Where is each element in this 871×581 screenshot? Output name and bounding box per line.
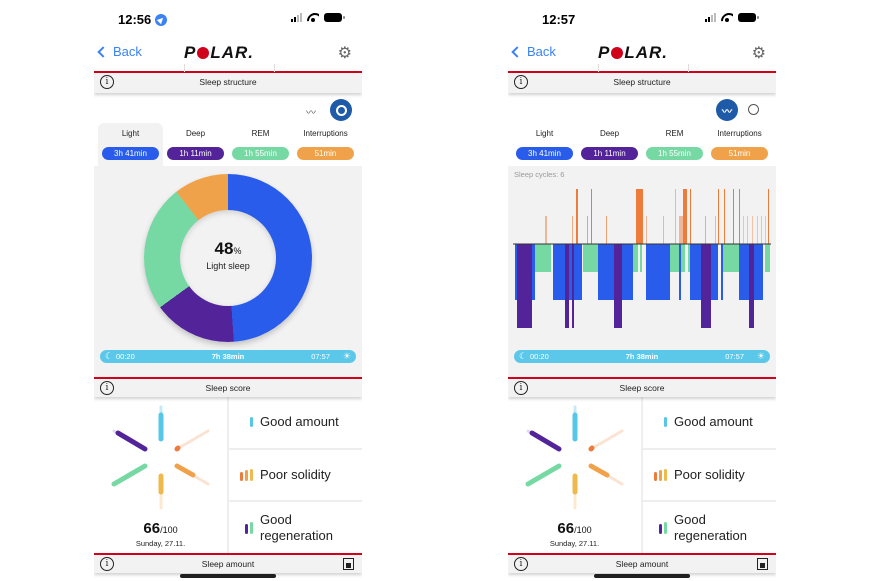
back-button[interactable]: Back [97, 44, 142, 59]
score-item-amount[interactable]: Good amount [229, 397, 362, 450]
regeneration-bars-icon [651, 521, 667, 534]
home-indicator[interactable] [594, 574, 690, 578]
donut-label: Light sleep [206, 261, 250, 271]
info-icon[interactable]: i [100, 381, 114, 395]
sleep-date: Sunday, 27.11. [135, 539, 186, 548]
stage-tab-interruptions[interactable]: Interruptions 51min [293, 123, 358, 166]
moon-icon: ☾ [519, 351, 528, 361]
sleep-score-value: 66/100 [143, 520, 178, 537]
share-icon[interactable] [757, 558, 768, 570]
donut-view-toggle[interactable] [330, 99, 352, 121]
battery-icon [738, 13, 759, 22]
sleep-score-burst-icon [111, 405, 210, 510]
phone-screen-donut: 12:56 Back P LAR. ⚙ i Sleep structure 〰 L… [94, 0, 362, 581]
trend-view-toggle[interactable]: 〰 [716, 99, 738, 121]
stage-tab-rem[interactable]: REM 1h 55min [642, 123, 707, 166]
wifi-icon [307, 13, 319, 22]
polar-logo: P LAR. [598, 43, 669, 62]
gear-icon[interactable]: ⚙ [337, 45, 352, 62]
amount-bars-icon [651, 417, 667, 428]
nav-bar: Back P LAR. ⚙ [94, 38, 362, 68]
sleep-score-value: 66/100 [557, 520, 592, 537]
clock: 12:56 [118, 12, 152, 27]
section-header-structure: i Sleep structure [508, 73, 776, 93]
stage-tab-deep[interactable]: Deep 1h 11min [577, 123, 642, 166]
stage-selector: 〰 Light 3h 41min Deep 1h 11min REM 1h 55min… [508, 93, 776, 166]
stage-tab-rem[interactable]: REM 1h 55min [228, 123, 293, 166]
sleep-timebar: ☾ 00:20 7h 38min 07:57 ☀ [100, 350, 356, 363]
section-header-amount: i Sleep amount [94, 553, 362, 573]
ring-icon [748, 104, 759, 115]
sleep-cycles-label: Sleep cycles: 6 [514, 170, 565, 179]
score-item-solidity[interactable]: Poor solidity [229, 450, 362, 503]
score-item-regeneration[interactable]: Good regeneration [229, 502, 362, 553]
sleep-structure-chart: Sleep cycles: 6 [508, 166, 776, 377]
donut-view-toggle[interactable] [748, 104, 759, 115]
location-icon [155, 13, 168, 26]
sunrise-icon: ☀ [342, 351, 351, 361]
home-indicator[interactable] [180, 574, 276, 578]
gear-icon[interactable]: ⚙ [751, 45, 766, 62]
info-icon[interactable]: i [100, 557, 114, 571]
sleep-structure-chart: 48% Light sleep ☾ 00:20 7h 38min 07:57 ☀ [94, 166, 362, 377]
status-bar: 12:56 [94, 0, 362, 38]
ring-icon [335, 104, 347, 116]
trend-icon: 〰 [722, 106, 732, 118]
signal-icon [291, 13, 302, 22]
chevron-left-icon [511, 45, 523, 58]
battery-icon [324, 13, 345, 22]
stage-selector: 〰 Light 3h 41min Deep 1h 11min REM 1h 55min… [94, 93, 362, 166]
section-tabstrip [94, 64, 362, 73]
polar-logo: P LAR. [184, 43, 255, 62]
signal-icon [705, 13, 716, 22]
score-item-amount[interactable]: Good amount [643, 397, 776, 450]
stage-tab-light[interactable]: Light 3h 41min [512, 123, 577, 166]
status-bar: 12:57 [508, 0, 776, 38]
trend-icon: 〰 [306, 108, 316, 119]
donut-chart[interactable]: 48% Light sleep [144, 174, 312, 342]
wifi-icon [721, 13, 733, 22]
nav-bar: Back P LAR. ⚙ [508, 38, 776, 68]
info-icon[interactable]: i [514, 557, 528, 571]
stage-tab-interruptions[interactable]: Interruptions 51min [707, 123, 772, 166]
info-icon[interactable]: i [100, 75, 114, 89]
solidity-bars-icon [237, 469, 253, 481]
regeneration-bars-icon [237, 521, 253, 534]
score-item-regeneration[interactable]: Good regeneration [643, 502, 776, 553]
section-header-amount: i Sleep amount [508, 553, 776, 573]
moon-icon: ☾ [105, 351, 114, 361]
section-header-score: i Sleep score [508, 377, 776, 397]
solidity-bars-icon [651, 469, 667, 481]
sleep-score-panel: 66/100 Sunday, 27.11. Good amount Poor s… [94, 397, 362, 553]
phone-screen-hypnogram: 12:57 Back P LAR. ⚙ i Sleep structure 〰 L… [508, 0, 776, 581]
sleep-date: Sunday, 27.11. [549, 539, 600, 548]
section-header-structure: i Sleep structure [94, 73, 362, 93]
info-icon[interactable]: i [514, 381, 528, 395]
trend-view-toggle[interactable]: 〰 [306, 104, 316, 119]
sleep-timebar: ☾ 00:20 7h 38min 07:57 ☀ [514, 350, 770, 363]
hypnogram-chart[interactable] [513, 186, 771, 331]
stage-tab-light[interactable]: Light 3h 41min [98, 123, 163, 166]
sleep-score-burst-icon [525, 405, 624, 510]
stage-tab-deep[interactable]: Deep 1h 11min [163, 123, 228, 166]
sleep-score-panel: 66/100 Sunday, 27.11. Good amount Poor s… [508, 397, 776, 553]
donut-percent: 48% [214, 239, 242, 258]
sunrise-icon: ☀ [756, 351, 765, 361]
amount-bars-icon [237, 417, 253, 428]
chevron-left-icon [97, 45, 109, 58]
back-button[interactable]: Back [511, 44, 556, 59]
clock: 12:57 [542, 12, 576, 27]
section-header-score: i Sleep score [94, 377, 362, 397]
section-tabstrip [508, 64, 776, 73]
share-icon[interactable] [343, 558, 354, 570]
score-item-solidity[interactable]: Poor solidity [643, 450, 776, 503]
info-icon[interactable]: i [514, 75, 528, 89]
